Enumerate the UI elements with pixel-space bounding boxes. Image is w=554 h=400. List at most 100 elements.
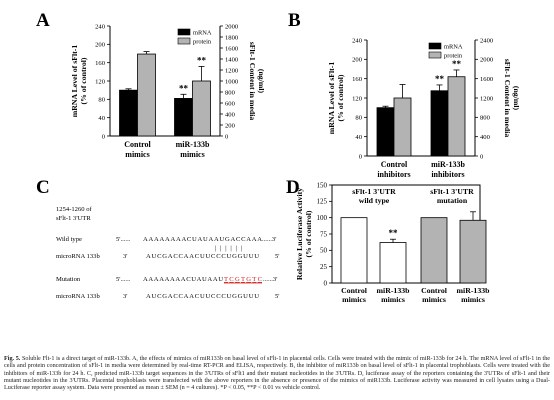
y-tick-label-left: 120 — [95, 78, 106, 85]
figure-caption: Fig. 5. Soluble Flt-1 is a direct target… — [4, 356, 550, 392]
seq-row-3end: 5' — [275, 253, 280, 260]
y-tick-label-right: 800 — [480, 115, 491, 122]
legend-label: mRNA — [193, 30, 212, 37]
seq-pairing-bars: |||||| — [215, 245, 242, 252]
seq-row-label: microRNA 133b — [56, 253, 100, 260]
x-tick-label: Control — [124, 140, 151, 149]
x-tick-label: mimics — [342, 295, 366, 304]
y-tick-label-right: 1000 — [225, 78, 239, 85]
y-axis-label-left: mRNA Level of sFlt-1 — [327, 62, 336, 135]
bar — [420, 217, 448, 284]
y-axis-label-left: (% of control) — [79, 57, 88, 104]
bar — [459, 219, 487, 284]
x-tick-label: mimics — [422, 295, 446, 304]
y-tick-label-left: 200 — [352, 57, 363, 64]
legend-swatch — [428, 51, 442, 59]
bar — [430, 90, 449, 157]
bar — [192, 80, 211, 137]
y-tick-label-left: 120 — [352, 95, 363, 102]
x-tick-label: inhibitors — [377, 170, 410, 179]
y-tick-label-right: 800 — [225, 89, 236, 96]
seq-row-5end: 3' — [123, 253, 128, 260]
panel-label-c: C — [36, 177, 50, 198]
y-tick-label-left: 200 — [95, 42, 106, 49]
group-label: sFlt-1 3'UTR — [430, 187, 474, 196]
group-label: sFlt-1 3'UTR — [352, 187, 396, 196]
y-axis-label-right: (ng/ml) — [257, 69, 266, 94]
legend-swatch — [428, 42, 442, 50]
significance-marker: ** — [389, 228, 399, 238]
seq-row-sequence: AAAAAAAACUAUAAUGACCAAA — [143, 236, 262, 243]
panel-label-a: A — [36, 10, 50, 31]
y-axis-label-right: (ng/ml) — [512, 86, 521, 111]
y-tick-label: 125 — [317, 198, 328, 206]
seq-row-3end: ......3' — [263, 276, 277, 283]
seq-row-3end: ......3' — [262, 236, 276, 243]
y-axis-label-left: mRNA Level of sFlt-1 — [70, 45, 79, 118]
x-tick-label: mimics — [125, 150, 149, 159]
y-tick-label-left: 40 — [98, 115, 105, 122]
x-tick-label: miR-133b — [431, 160, 465, 169]
y-tick-label-right: 600 — [225, 100, 236, 107]
chart-a: 0 40 80 120 160 200 240 0 200 400 600 800 1000 1200 14… — [70, 23, 266, 159]
y-tick-label-left: 240 — [352, 37, 363, 44]
y-tick-label-left: 0 — [359, 153, 363, 160]
y-tick-label-left: 160 — [95, 60, 106, 67]
seq-row-sequence: AAAAAAAACUAUAAU — [143, 276, 223, 283]
seq-row-label: Wild type — [56, 236, 82, 243]
x-tick-label: miR-133b — [176, 140, 210, 149]
panel-label-b: B — [288, 10, 301, 31]
y-tick-label: 50 — [320, 247, 328, 255]
y-tick-label-right: 1200 — [225, 67, 239, 74]
y-tick-label-right: 1600 — [225, 45, 239, 52]
x-tick-label: inhibitors — [431, 170, 464, 179]
y-tick-label: 75 — [320, 230, 328, 238]
significance-marker: ** — [179, 83, 189, 93]
y-tick-label-left: 80 — [355, 115, 362, 122]
y-tick-label-right: 1600 — [480, 76, 494, 83]
x-tick-label: Control — [421, 286, 448, 295]
y-tick-label-right: 0 — [225, 133, 229, 140]
y-axis-label-right: sFlt-1 Content in media — [503, 59, 512, 138]
seq-row-sequence: AUCGACCAACUUCCCUGGUUU — [146, 253, 259, 260]
y-axis-label-right: sFlt-1 Content in media — [248, 42, 257, 121]
y-axis-label: (% of control) — [304, 210, 313, 257]
y-tick-label: 0 — [324, 279, 328, 287]
y-tick-label-right: 1200 — [480, 95, 494, 102]
panel-label-d: D — [286, 177, 300, 198]
x-tick-label: miR-133b — [377, 286, 411, 295]
significance-marker: ** — [197, 55, 207, 65]
seq-row-sequence: AUCGACCAACUUCCCUGGUUU — [146, 293, 259, 300]
seq-row-label: microRNA 133b — [56, 293, 100, 300]
y-tick-label-right: 2400 — [480, 37, 494, 44]
figure: A B C D 04080120160200240020040060080010… — [36, 10, 521, 304]
x-tick-label: mimics — [180, 150, 204, 159]
group-label: wild type — [359, 196, 390, 205]
x-tick-label: miR-133b — [457, 286, 491, 295]
y-tick-label-right: 0 — [480, 153, 484, 160]
bar — [174, 98, 193, 137]
bar — [376, 107, 395, 157]
bar — [447, 76, 466, 157]
legend-label: protein — [444, 53, 463, 60]
y-tick-label-left: 40 — [355, 134, 362, 141]
y-axis-label: Relative Luciferase Activity — [295, 188, 304, 280]
legend-label: protein — [193, 39, 212, 46]
x-tick-label: Control — [381, 160, 408, 169]
y-tick-label-left: 160 — [352, 76, 363, 83]
legend-swatch — [177, 28, 191, 36]
y-tick-label-right: 1400 — [225, 56, 239, 63]
y-tick-label-right: 400 — [225, 111, 236, 118]
bar — [119, 89, 138, 137]
y-tick-label-left: 240 — [95, 23, 106, 30]
bar — [340, 217, 368, 284]
seq-header-line1: 1254-1260 of — [56, 206, 93, 213]
significance-marker: ** — [435, 74, 445, 84]
seq-row-label: Mutation — [56, 276, 81, 283]
y-tick-label-right: 200 — [225, 122, 236, 129]
y-tick-label-left: 80 — [98, 97, 105, 104]
x-tick-label: mimics — [381, 295, 405, 304]
bar — [379, 242, 407, 284]
y-tick-label-left: 0 — [102, 133, 106, 140]
seq-row-5end: 3' — [123, 293, 128, 300]
